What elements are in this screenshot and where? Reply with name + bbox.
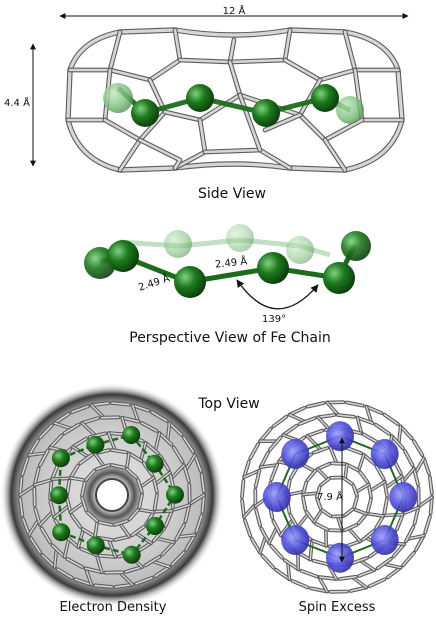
spin-excess-caption: Spin Excess: [298, 600, 376, 615]
side-fe-atom-3: [186, 84, 214, 112]
side-fe-atom-1: [103, 83, 133, 113]
density-fe-ring: [50, 426, 184, 564]
persp-fe-atom-3: [174, 266, 206, 298]
side-fe-atom-4: [252, 99, 280, 127]
persp-fe-atom-2: [107, 240, 139, 272]
persp-fe-atom-4: [257, 252, 289, 284]
side-fe-atom-6: [336, 96, 364, 124]
electron-density-caption: Electron Density: [59, 600, 167, 615]
bond-angle-arc: [236, 279, 319, 310]
top-view-caption: Top View: [198, 396, 260, 412]
side-fe-atom-5: [311, 84, 339, 112]
height-label: 4.4 Å: [4, 98, 30, 109]
perspective-chain-panel: [84, 224, 371, 310]
persp-fe-atom-5: [323, 262, 355, 294]
bond-angle-label: 139°: [262, 314, 287, 325]
side-view-panel: [30, 13, 409, 173]
ring-diameter-label: 7.9 Å: [317, 492, 343, 503]
perspective-view-caption: Perspective View of Fe Chain: [129, 330, 331, 346]
spin-excess-panel: [240, 400, 434, 594]
persp-fe-atom-6: [341, 231, 371, 261]
side-view-caption: Side View: [198, 186, 266, 202]
side-fe-atom-2: [131, 99, 159, 127]
electron-density-panel: [0, 383, 224, 607]
length-label: 12 Å: [222, 6, 246, 17]
side-fe-chain: [103, 83, 364, 127]
